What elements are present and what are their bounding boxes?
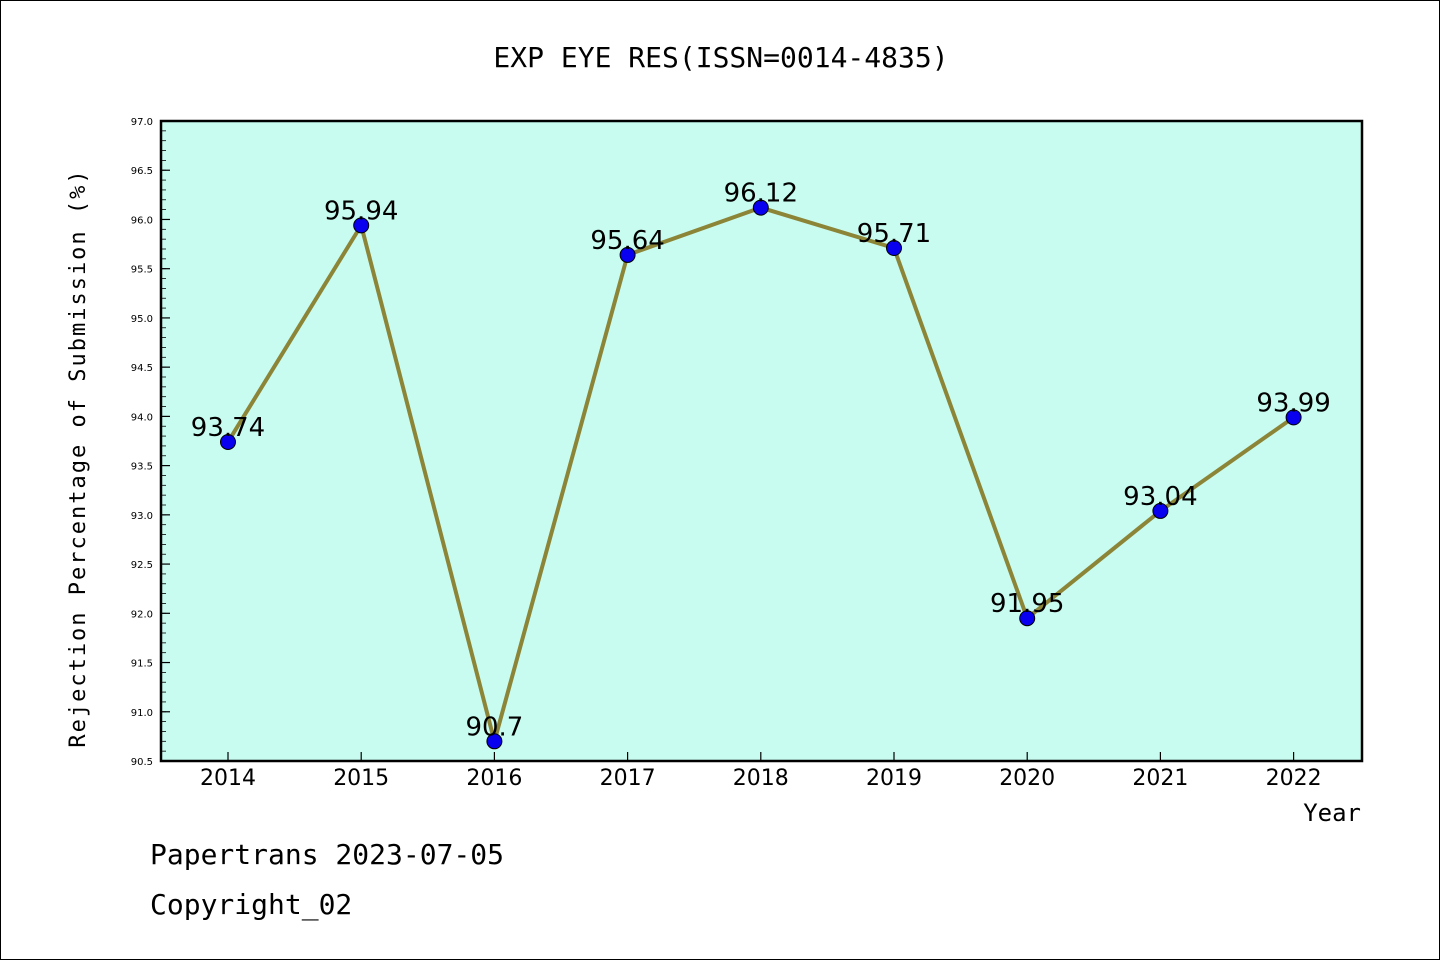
data-label: 93.04 bbox=[1123, 482, 1197, 512]
x-tick-label: 2018 bbox=[733, 766, 789, 791]
data-label: 93.74 bbox=[191, 413, 265, 443]
y-tick-label: 95.0 bbox=[131, 314, 153, 325]
y-tick-label: 92.5 bbox=[131, 560, 153, 571]
x-tick-label: 2017 bbox=[600, 766, 656, 791]
x-tick-label: 2015 bbox=[333, 766, 389, 791]
copyright-note: Copyright_02 bbox=[150, 888, 352, 922]
data-point bbox=[886, 240, 902, 257]
data-label: 96.12 bbox=[724, 179, 798, 209]
y-axis-label: Rejection Percentage of Submission (%) bbox=[66, 168, 91, 747]
data-label: 91.95 bbox=[990, 589, 1064, 619]
data-point bbox=[1019, 610, 1036, 627]
y-tick-label: 93.5 bbox=[131, 462, 153, 473]
data-points bbox=[220, 199, 1302, 750]
data-labels: 93.74 95.94 90.7 95.64 96.12 95.71 91.95 93.04 9… bbox=[191, 179, 1331, 743]
data-label: 90.7 bbox=[465, 712, 523, 742]
y-tick-label: 93.0 bbox=[131, 511, 153, 522]
x-axis-label: Year bbox=[1303, 799, 1361, 827]
y-tick-label: 90.5 bbox=[131, 757, 153, 768]
data-label: 95.64 bbox=[590, 226, 664, 256]
y-tick-label: 94.0 bbox=[131, 412, 153, 423]
x-axis-ticks: 2014 2015 2016 2017 2018 2019 2020 2021 2022 bbox=[200, 752, 1322, 791]
y-tick-label: 94.5 bbox=[131, 363, 153, 374]
x-tick-label: 2019 bbox=[866, 766, 922, 791]
y-tick-label: 96.5 bbox=[131, 166, 153, 177]
x-tick-label: 2020 bbox=[999, 766, 1055, 791]
y-tick-label: 92.0 bbox=[131, 609, 153, 620]
y-tick-label: 96.0 bbox=[131, 215, 153, 226]
source-note: Papertrans 2023-07-05 bbox=[150, 838, 504, 871]
x-tick-label: 2022 bbox=[1266, 766, 1322, 791]
data-label: 93.99 bbox=[1256, 388, 1330, 418]
x-tick-label: 2021 bbox=[1132, 766, 1188, 791]
chart-title: EXP EYE RES(ISSN=0014-4835) bbox=[493, 41, 948, 74]
plot-border bbox=[159, 119, 1364, 763]
x-tick-label: 2016 bbox=[466, 766, 522, 791]
data-point bbox=[752, 199, 769, 216]
y-tick-label: 91.5 bbox=[131, 659, 153, 670]
data-point bbox=[1152, 502, 1169, 519]
data-label: 95.94 bbox=[324, 196, 398, 226]
data-point bbox=[1285, 409, 1302, 426]
data-point bbox=[486, 733, 503, 750]
x-tick-label: 2014 bbox=[200, 766, 256, 791]
data-point bbox=[619, 246, 636, 263]
data-point bbox=[353, 217, 370, 234]
data-point bbox=[220, 433, 236, 450]
y-tick-label: 97.0 bbox=[131, 117, 153, 128]
data-label: 95.71 bbox=[857, 219, 931, 249]
y-tick-label: 91.0 bbox=[131, 708, 153, 719]
y-tick-label: 95.5 bbox=[131, 265, 153, 276]
